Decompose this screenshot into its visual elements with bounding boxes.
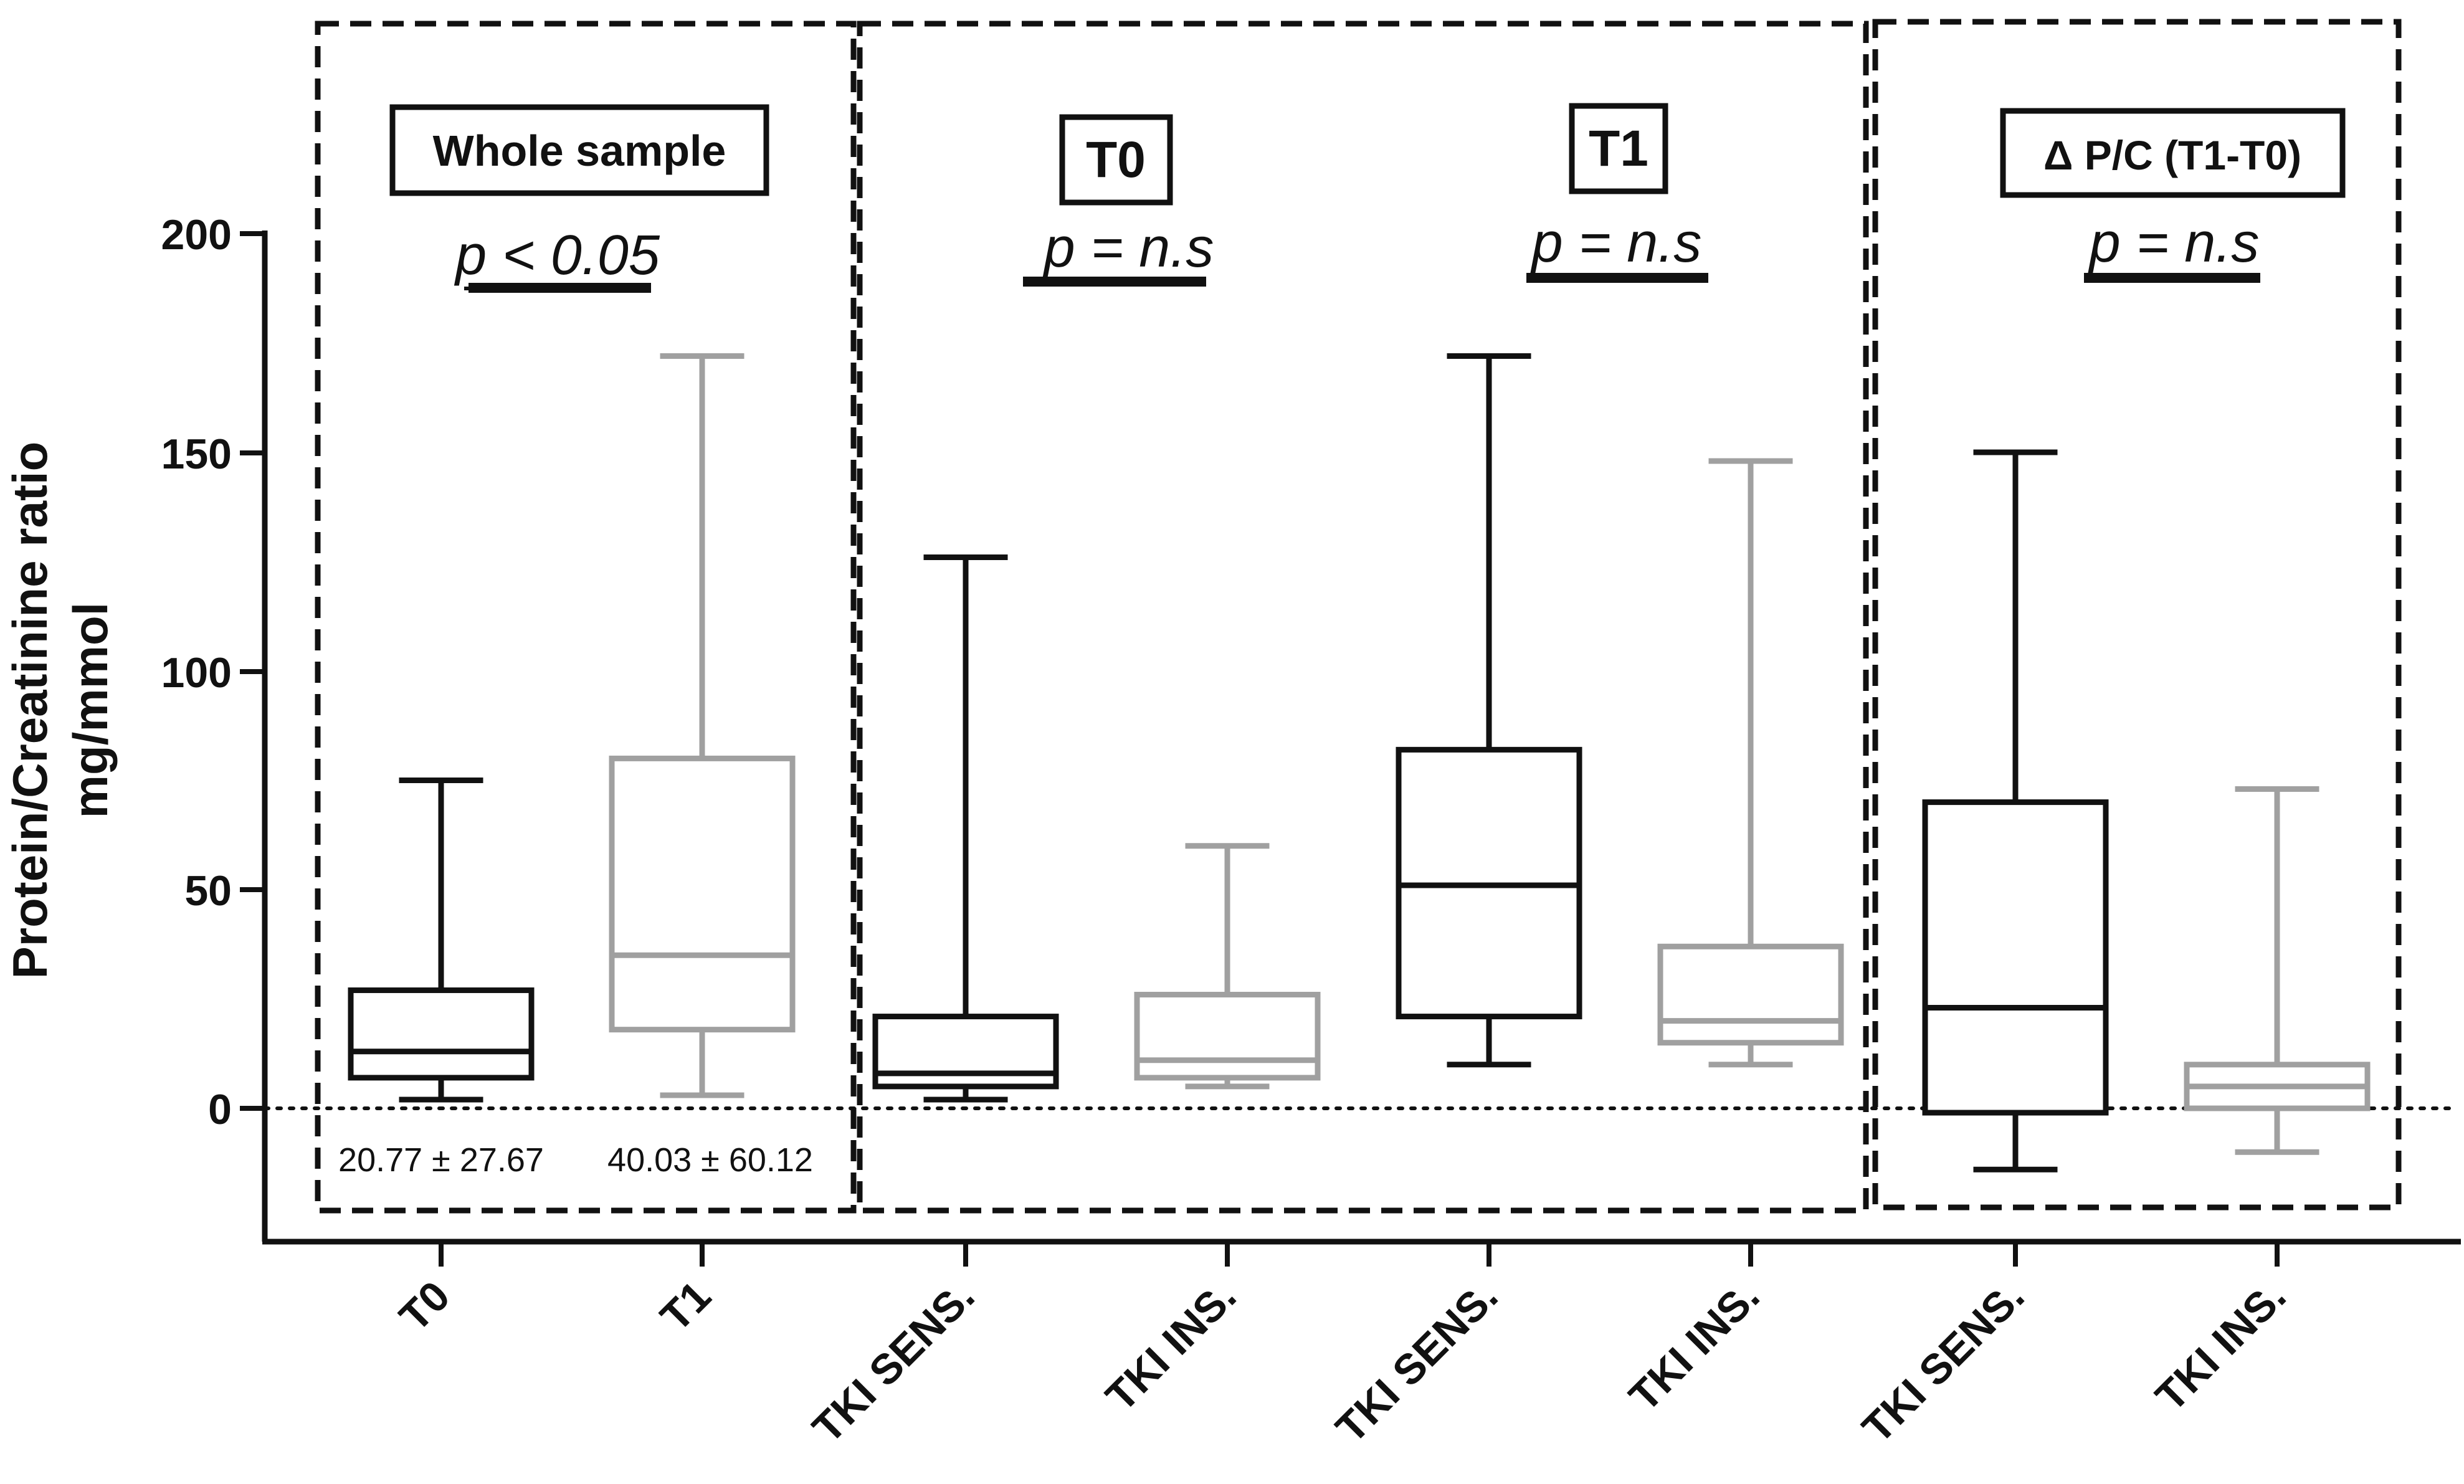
y-ticks	[240, 231, 265, 1111]
pvalue-t0: p = n.s	[1042, 217, 1214, 279]
annotation-t1-mean-sd: 40.03 ± 60.12	[607, 1141, 813, 1179]
box-4-iqr	[1134, 991, 1321, 1081]
y-tick-label-150: 150	[161, 430, 232, 478]
box-6-iqr	[1657, 943, 1844, 1046]
box-2	[609, 353, 796, 1098]
panel-title-box-whole-sample	[389, 104, 769, 196]
y-axis-title-line1: Protein/Creatinine ratio	[2, 442, 57, 979]
y-tick-label-200: 200	[161, 211, 232, 259]
x-label-6: TKI INS.	[1620, 1272, 1769, 1420]
y-tick-label-50: 50	[184, 867, 232, 915]
box-2-iqr	[609, 755, 796, 1033]
x-label-5: TKI SENS.	[1327, 1272, 1507, 1452]
panel-title-box-t0	[1059, 114, 1173, 206]
panel-titles: Whole sample T0 T1 Δ P/C (T1-T0)	[389, 103, 2346, 206]
panel-title-whole-sample: Whole sample	[433, 126, 726, 175]
box-1	[348, 778, 535, 1103]
box-5	[1396, 353, 1582, 1068]
pvalue-t1: p = n.s	[1530, 212, 1702, 274]
panel-frame-whole-sample	[315, 21, 857, 1214]
x-label-2: T1	[652, 1272, 720, 1341]
panel-frame-t0-t1	[857, 21, 1869, 1214]
y-tick-label-0: 0	[208, 1086, 232, 1133]
x-label-3: TKI SENS.	[804, 1272, 984, 1452]
y-axis-title: Protein/Creatinine ratio mg/mmol	[2, 442, 118, 979]
panel-title-delta: Δ P/C (T1-T0)	[2043, 132, 2301, 178]
y-tick-label-100: 100	[161, 649, 232, 697]
pvalue-delta: p = n.s	[2088, 212, 2260, 274]
x-label-7: TKI SENS.	[1853, 1272, 2034, 1452]
pvalue-whole-sample: p < 0.05	[454, 224, 660, 287]
x-label-8: TKI INS.	[2147, 1272, 2295, 1420]
box-8	[2184, 786, 2371, 1155]
panel-frame-delta	[1872, 19, 2402, 1211]
boxes-layer	[348, 353, 2371, 1172]
panel-title-t0: T0	[1086, 131, 1146, 188]
x-ticks-layer: T0 T1 TKI SENS. TKI INS. TKI SENS. TKI INS. TK…	[391, 1242, 2295, 1452]
box-7-iqr	[1922, 799, 2109, 1116]
panel-title-t1: T1	[1589, 120, 1648, 177]
box-3	[872, 554, 1059, 1103]
box-6	[1657, 458, 1844, 1068]
box-4	[1134, 843, 1321, 1090]
box-7	[1922, 449, 2109, 1172]
pvalues: p < 0.05 p = n.s p = n.s p = n.s	[454, 212, 2260, 293]
y-axis-title-line2: mg/mmol	[63, 602, 118, 819]
panel-frames	[315, 19, 2402, 1214]
y-tick-labels: 200 150 100 50 0	[161, 211, 232, 1133]
x-label-1: T0	[391, 1272, 459, 1341]
panel-title-box-t1	[1569, 103, 1668, 194]
box-1-iqr	[348, 987, 535, 1081]
annotations: 20.77 ± 27.67 40.03 ± 60.12	[338, 1141, 813, 1179]
panel-title-box-delta	[2000, 108, 2346, 198]
annotation-t0-mean-sd: 20.77 ± 27.67	[338, 1141, 544, 1179]
x-label-4: TKI INS.	[1097, 1272, 1245, 1420]
